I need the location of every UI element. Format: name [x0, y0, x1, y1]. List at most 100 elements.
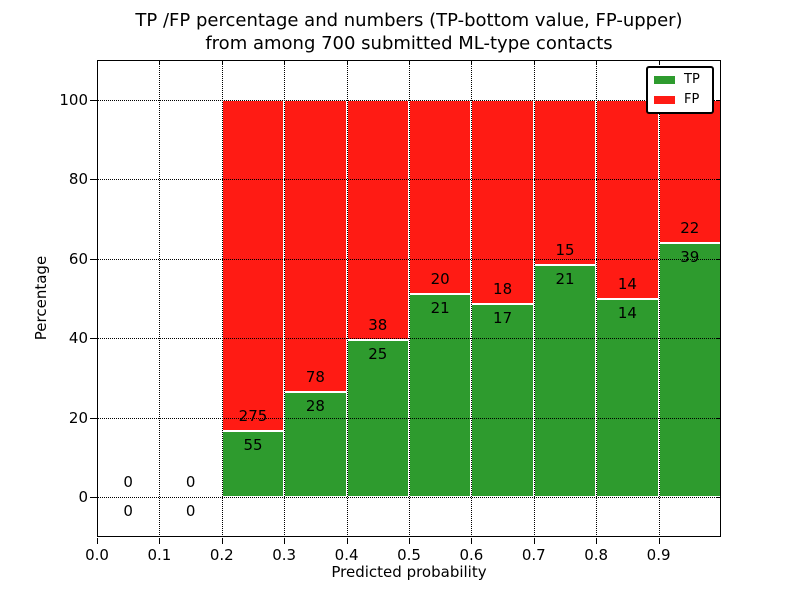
bar-label-fp: 78 [305, 368, 325, 387]
bar-segment-tp [284, 392, 347, 498]
x-tick-label: 0.3 [272, 546, 297, 564]
x-tick-top [284, 60, 286, 65]
x-tick-bottom [409, 538, 410, 544]
x-tick-bottom [533, 538, 535, 544]
bar-segment-fp [284, 99, 347, 393]
bar-segment-tp [596, 298, 659, 498]
bar-segment-tp [221, 431, 285, 498]
bar-label-fp: 0 [123, 473, 133, 492]
y-tick-left [90, 258, 97, 260]
x-tick-label: 0.5 [397, 546, 421, 564]
bar-label-fp: 15 [555, 241, 575, 260]
bar-segment-fp [596, 99, 659, 299]
plot-area: 0 0 0 0 275 55 78 28 38 25 20 21 18 17 15 21 14 14 22 39 [97, 60, 721, 537]
x-tick-label: 0.7 [521, 546, 546, 564]
legend-entry-tp: TP [654, 73, 706, 87]
x-axis-label: Predicted probability [331, 563, 487, 581]
x-tick-bottom [284, 538, 286, 544]
gridline-x-0.3 [284, 60, 286, 537]
y-tick-label: 40 [68, 329, 88, 348]
bar-label-fp: 14 [617, 274, 637, 293]
bar-label-fp: 0 [185, 473, 196, 492]
bar-segment-fp [346, 99, 409, 340]
bar-label-tp: 0 [185, 502, 196, 521]
gridline-x-0.4 [346, 60, 348, 537]
bar-label-tp: 25 [368, 344, 388, 363]
bar-segment-fp [221, 99, 285, 431]
gridline-x-0.2 [221, 60, 223, 537]
bar-segment-tp [658, 243, 721, 498]
bar-segment-fp [409, 99, 472, 294]
y-tick-left [90, 417, 97, 419]
gridline-x-0.8 [596, 60, 598, 537]
bar-label-tp: 0 [123, 502, 133, 521]
legend-swatch-fp-icon [654, 96, 675, 104]
chart-title: TP /FP percentage and numbers (TP-bottom… [109, 9, 709, 55]
gridline-x-0.1 [159, 60, 161, 537]
y-axis-label: Percentage [32, 255, 50, 341]
x-tick-top [221, 60, 223, 65]
bar-label-tp: 28 [305, 397, 325, 416]
y-tick-right [716, 417, 721, 419]
gridline-x-0.9 [658, 60, 660, 537]
x-tick-top [409, 60, 410, 65]
legend-label-tp: TP [684, 72, 700, 87]
bar-label-fp: 20 [430, 269, 450, 288]
y-tick-label: 0 [78, 488, 88, 507]
x-tick-label: 0.2 [209, 546, 234, 564]
x-tick-bottom [471, 538, 473, 544]
bar-label-tp: 39 [680, 248, 700, 267]
y-tick-right [716, 258, 721, 260]
x-tick-label: 0.1 [147, 546, 172, 564]
y-tick-left [90, 99, 97, 101]
bar-segment-fp [471, 99, 534, 305]
bar-label-tp: 21 [430, 298, 450, 317]
legend-entry-fp: FP [654, 93, 706, 107]
x-tick-bottom [658, 538, 660, 544]
y-tick-label: 80 [68, 170, 88, 189]
x-tick-bottom [159, 538, 161, 544]
x-tick-top [97, 60, 98, 65]
y-tick-right [716, 338, 721, 340]
gridline-x-0.6 [471, 60, 473, 537]
bar-label-fp: 22 [680, 219, 700, 238]
bar-label-fp: 38 [368, 315, 388, 334]
y-tick-label: 60 [68, 249, 88, 268]
x-tick-top [159, 60, 161, 65]
x-tick-bottom [346, 538, 348, 544]
y-tick-left [90, 497, 97, 499]
y-tick-right [716, 179, 721, 181]
y-tick-right [716, 497, 721, 499]
bar-label-tp: 55 [243, 436, 263, 454]
bar-label-tp: 21 [555, 270, 575, 289]
x-tick-label: 0.8 [584, 546, 609, 564]
bar-segment-tp [533, 265, 597, 498]
x-tick-bottom [97, 538, 98, 544]
bar-segment-tp [471, 304, 534, 498]
chart-title-line-1: TP /FP percentage and numbers (TP-bottom… [135, 10, 683, 31]
gridline-x-0.7 [533, 60, 535, 537]
y-tick-label: 100 [59, 90, 88, 109]
legend: TP FP [646, 66, 714, 114]
y-tick-left [90, 338, 97, 340]
y-tick-label: 20 [68, 408, 88, 427]
legend-label-fp: FP [684, 92, 700, 107]
bar-label-fp: 18 [493, 280, 513, 299]
x-tick-label: 0.9 [646, 546, 671, 564]
x-tick-top [533, 60, 535, 65]
bar-segment-tp [409, 293, 472, 498]
x-tick-label: 0.6 [459, 546, 484, 564]
gridline-x-0.5 [409, 60, 410, 537]
x-tick-top [471, 60, 473, 65]
x-tick-bottom [221, 538, 223, 544]
y-tick-right [716, 99, 721, 101]
bar-label-tp: 17 [493, 309, 513, 328]
y-tick-left [90, 179, 97, 181]
bar-label-tp: 14 [617, 303, 637, 322]
x-tick-top [596, 60, 598, 65]
x-tick-top [658, 60, 660, 65]
x-tick-label: 0.0 [85, 546, 109, 564]
chart-title-line-2: from among 700 submitted ML-type contact… [205, 33, 613, 54]
legend-swatch-tp-icon [654, 76, 675, 84]
